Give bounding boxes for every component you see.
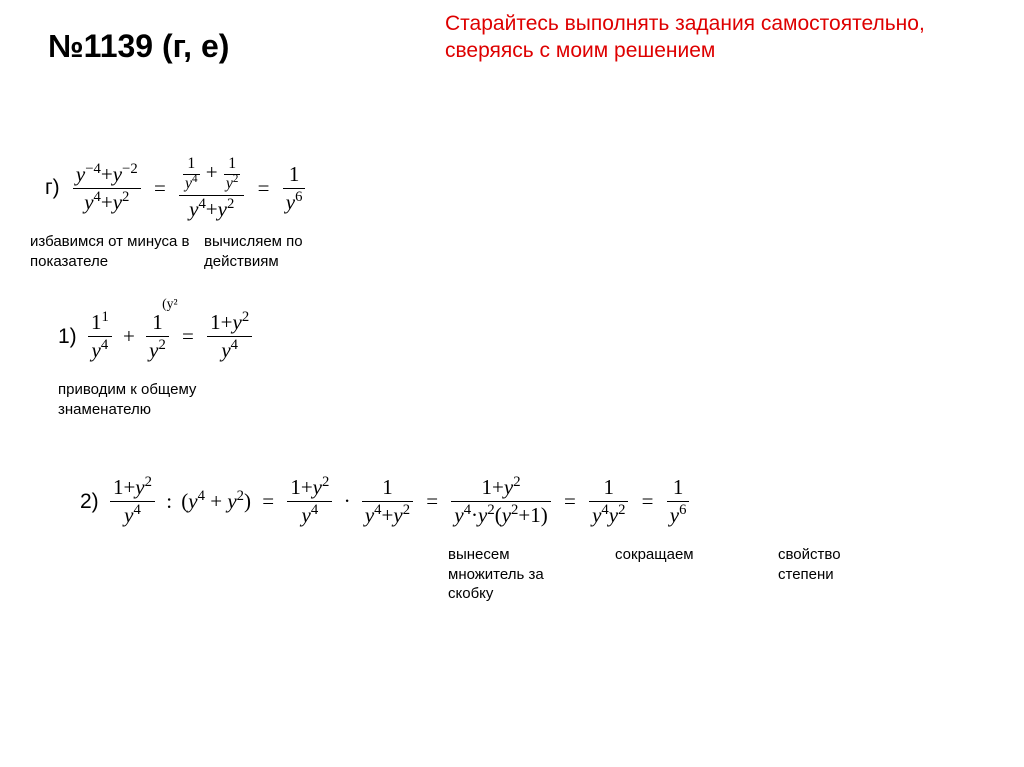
annotation-step2b: сокращаем	[615, 545, 715, 565]
annotation-step2c: свойство степени	[778, 545, 878, 584]
formula-step1: 1) 11 y4 + 1(y² y2 = 1+y2 y4	[58, 310, 254, 363]
problem-title: №1139 (г, е)	[48, 28, 229, 65]
label-step2: 2)	[80, 490, 99, 514]
formula-g: г) y−4+y−2 y4+y2 = 1y4 + 1y2 y4+y2 = 1 y…	[45, 155, 307, 222]
annotation-step2a: вынесем множитель за скобку	[448, 545, 558, 604]
label-g: г)	[45, 176, 60, 200]
formula-step2: 2) 1+y2 y4 : (y4 + y2) = 1+y2 y4 · 1 y4+…	[80, 475, 691, 528]
annotation-step1: приводим к общему знаменателю	[58, 380, 238, 419]
label-step1: 1)	[58, 325, 77, 349]
instruction-text: Старайтесь выполнять задания самостоятел…	[445, 10, 985, 65]
annotation-g1: избавимся от минуса в показателе	[30, 232, 190, 271]
annotation-g2: вычисляем по действиям	[204, 232, 324, 271]
